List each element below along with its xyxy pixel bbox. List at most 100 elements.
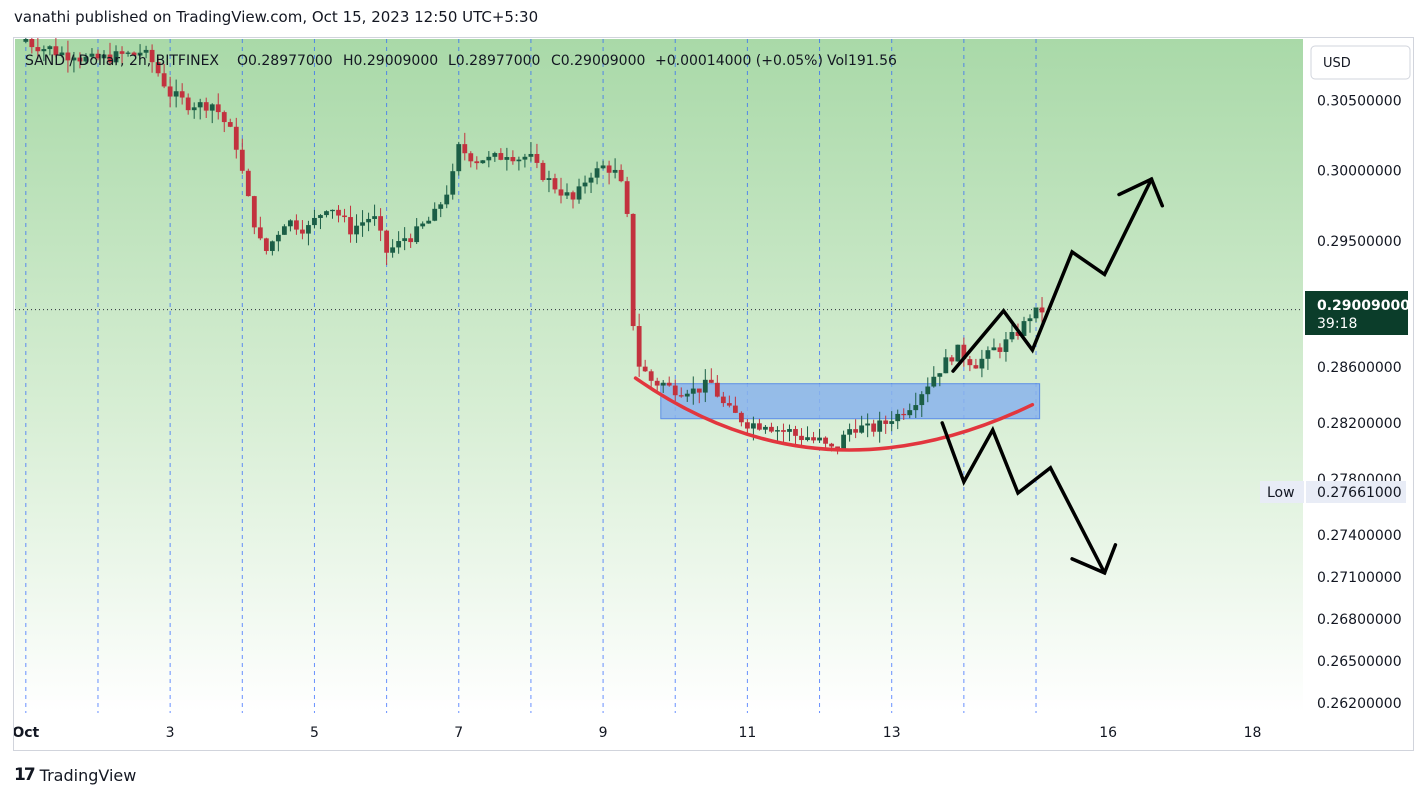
candle-body[interactable] <box>426 220 432 224</box>
candle-body[interactable] <box>221 112 227 123</box>
candle-body[interactable] <box>330 209 335 212</box>
candle-body[interactable] <box>799 435 804 441</box>
candle-body[interactable] <box>269 241 275 251</box>
candle-body[interactable] <box>582 182 588 187</box>
candle-body[interactable] <box>474 161 480 164</box>
candle-body[interactable] <box>985 350 991 359</box>
bullish-path-line[interactable] <box>951 177 1154 373</box>
candle-body[interactable] <box>312 217 317 226</box>
candle-body[interactable] <box>510 157 516 162</box>
candle-body[interactable] <box>763 426 768 430</box>
time-axis[interactable]: Oct 3 5 7 9 11 13 16 18 <box>12 725 1261 741</box>
candle-body[interactable] <box>480 160 486 164</box>
candle-body[interactable] <box>209 104 215 111</box>
candle-body[interactable] <box>588 177 594 183</box>
chart-frame[interactable]: 0.305000000.300000000.295000000.29000000… <box>12 31 1414 751</box>
candle-body[interactable] <box>534 153 540 163</box>
candle-body[interactable] <box>690 388 696 394</box>
candle-body[interactable] <box>516 159 522 162</box>
candle-body[interactable] <box>793 429 798 436</box>
candle-body[interactable] <box>275 234 281 242</box>
candle-body[interactable] <box>149 49 155 63</box>
candle-body[interactable] <box>468 153 474 162</box>
candle-body[interactable] <box>859 425 865 433</box>
candle-body[interactable] <box>366 218 371 223</box>
candle-body[interactable] <box>318 215 323 218</box>
candle-body[interactable] <box>354 225 359 235</box>
candle-body[interactable] <box>678 395 684 397</box>
candle-body[interactable] <box>59 52 65 56</box>
candle-body[interactable] <box>450 171 456 195</box>
candle-body[interactable] <box>612 169 618 173</box>
candle-body[interactable] <box>925 386 931 395</box>
candle-body[interactable] <box>143 49 149 53</box>
candles[interactable] <box>23 31 1045 455</box>
candle-body[interactable] <box>666 382 672 386</box>
candle-body[interactable] <box>907 410 913 416</box>
candle-body[interactable] <box>95 53 101 59</box>
candle-body[interactable] <box>432 208 438 221</box>
candle-body[interactable] <box>823 437 828 444</box>
candle-body[interactable] <box>751 423 756 429</box>
candle-body[interactable] <box>300 229 305 234</box>
candle-body[interactable] <box>239 149 245 171</box>
candle-body[interactable] <box>233 126 239 150</box>
candle-body[interactable] <box>757 423 762 430</box>
candle-body[interactable] <box>865 423 871 426</box>
legend-symbol[interactable]: SAND / Dollar, 2h, BITFINEX <box>25 53 219 69</box>
candle-body[interactable] <box>492 153 498 157</box>
candle-body[interactable] <box>660 382 666 386</box>
candle-body[interactable] <box>396 241 402 248</box>
candle-body[interactable] <box>528 153 534 157</box>
candle-body[interactable] <box>937 373 943 377</box>
candle-body[interactable] <box>390 247 396 253</box>
candle-body[interactable] <box>1015 332 1021 336</box>
bearish-arrowhead-icon[interactable] <box>1070 543 1118 576</box>
candle-body[interactable] <box>901 413 907 416</box>
candle-body[interactable] <box>486 156 492 161</box>
candle-body[interactable] <box>227 122 233 127</box>
candle-body[interactable] <box>781 430 786 432</box>
candle-body[interactable] <box>65 52 71 61</box>
candle-body[interactable] <box>1009 332 1015 340</box>
candle-body[interactable] <box>540 162 546 180</box>
candle-body[interactable] <box>600 165 606 169</box>
candle-body[interactable] <box>570 192 576 200</box>
candle-body[interactable] <box>1021 321 1027 336</box>
candle-body[interactable] <box>29 39 35 48</box>
candle-body[interactable] <box>769 426 774 432</box>
candle-body[interactable] <box>805 437 810 441</box>
candle-body[interactable] <box>787 429 792 432</box>
candle-body[interactable] <box>672 385 678 396</box>
candle-body[interactable] <box>564 192 570 196</box>
candle-body[interactable] <box>714 382 720 397</box>
candle-body[interactable] <box>197 102 203 108</box>
candle-body[interactable] <box>606 165 612 173</box>
candle-body[interactable] <box>257 227 263 239</box>
candle-body[interactable] <box>991 347 997 351</box>
candle-body[interactable] <box>372 216 377 219</box>
candle-body[interactable] <box>811 437 816 441</box>
candle-body[interactable] <box>654 380 660 386</box>
candle-body[interactable] <box>979 358 985 369</box>
candle-body[interactable] <box>630 213 636 327</box>
candle-body[interactable] <box>871 423 877 432</box>
candle-body[interactable] <box>877 420 883 432</box>
candle-body[interactable] <box>648 371 654 381</box>
candle-body[interactable] <box>101 54 107 59</box>
candle-body[interactable] <box>203 102 209 111</box>
candle-body[interactable] <box>179 91 185 98</box>
candle-body[interactable] <box>720 396 726 404</box>
bearish-path-line[interactable] <box>940 421 1107 575</box>
candle-body[interactable] <box>967 359 973 366</box>
candle-body[interactable] <box>384 230 390 253</box>
candle-body[interactable] <box>77 57 83 62</box>
candle-body[interactable] <box>708 379 714 383</box>
candle-body[interactable] <box>251 196 257 228</box>
candle-body[interactable] <box>1027 318 1033 322</box>
candle-body[interactable] <box>949 357 955 362</box>
candle-body[interactable] <box>378 216 383 231</box>
rounding-bottom-curve[interactable] <box>633 376 1035 452</box>
candle-body[interactable] <box>552 178 558 190</box>
candle-body[interactable] <box>131 52 137 56</box>
